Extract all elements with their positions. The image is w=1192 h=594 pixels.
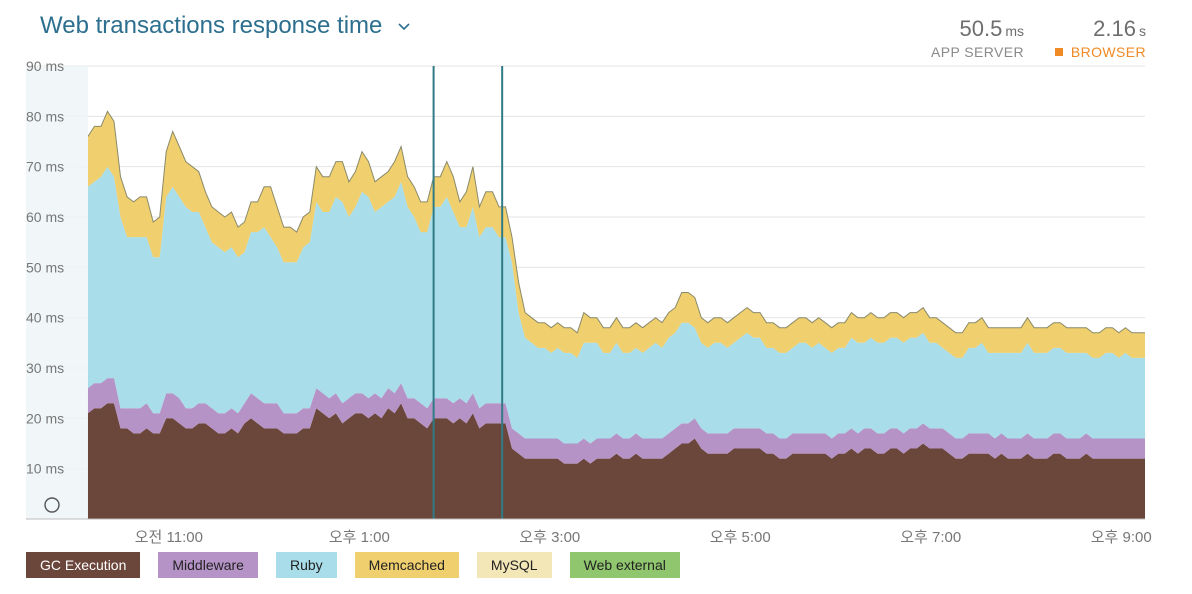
series-area-memcached: [87, 111, 1145, 358]
chevron-down-icon: [398, 23, 410, 31]
stack-outline: [87, 110, 1145, 334]
x-tick-label: 오전 11:00: [135, 529, 203, 546]
app-server-unit: ms: [1005, 23, 1024, 39]
browser-summary[interactable]: 2.16 s BROWSER: [1054, 16, 1146, 60]
x-tick-label: 오후 5:00: [710, 529, 771, 546]
chart-title: Web transactions response time: [40, 12, 383, 39]
x-tick-label: 오후 9:00: [1091, 529, 1152, 546]
app-server-value: 50.5: [959, 16, 1003, 41]
no-data-region: [26, 66, 88, 519]
legend: GC Execution Middleware Ruby Memcached MySQL…: [26, 552, 680, 578]
y-tick-label: 70 ms: [26, 159, 64, 175]
browser-unit: s: [1139, 23, 1146, 39]
chart-title-dropdown[interactable]: Web transactions response time: [40, 12, 412, 40]
browser-square-icon: [1054, 48, 1063, 56]
legend-middleware[interactable]: Middleware: [158, 552, 258, 578]
legend-memcached[interactable]: Memcached: [354, 552, 459, 578]
y-tick-label: 40 ms: [26, 310, 64, 326]
y-tick-label: 50 ms: [26, 259, 64, 275]
browser-value: 2.16: [1093, 16, 1136, 41]
x-tick-label: 오후 1:00: [329, 529, 390, 546]
y-axis: 10 ms 20 ms 30 ms 40 ms 50 ms 60 ms 70 ms 80 ms…: [26, 58, 64, 477]
series-area-ruby: [87, 166, 1145, 444]
y-tick-label: 10 ms: [26, 461, 64, 477]
series-area-gc: [87, 403, 1145, 519]
app-server-label: APP SERVER: [931, 44, 1024, 60]
y-tick-label: 80 ms: [26, 108, 64, 124]
browser-label: BROWSER: [1054, 44, 1146, 60]
app-server-summary: 50.5 ms APP SERVER: [931, 16, 1024, 60]
y-tick-label: 30 ms: [26, 360, 64, 376]
x-tick-label: 오후 7:00: [900, 529, 961, 546]
x-axis: 오전 11:00 오후 1:00 오후 3:00 오후 5:00 오후 7:00 오후 9…: [26, 518, 1152, 546]
y-tick-label: 60 ms: [26, 209, 64, 225]
stacked-areas: [87, 110, 1145, 519]
x-tick-label: 오후 3:00: [519, 529, 580, 546]
y-tick-label: 90 ms: [26, 58, 64, 74]
chart-overlays: [26, 66, 504, 519]
series-area-middleware: [87, 378, 1145, 464]
y-tick-label: 20 ms: [26, 410, 64, 426]
legend-mysql[interactable]: MySQL: [476, 552, 552, 578]
browser-label-text: BROWSER: [1070, 44, 1146, 60]
legend-gc[interactable]: GC Execution: [26, 552, 141, 578]
event-marker-icon[interactable]: [44, 497, 60, 513]
legend-web-external[interactable]: Web external: [569, 552, 680, 578]
legend-ruby[interactable]: Ruby: [275, 552, 337, 578]
